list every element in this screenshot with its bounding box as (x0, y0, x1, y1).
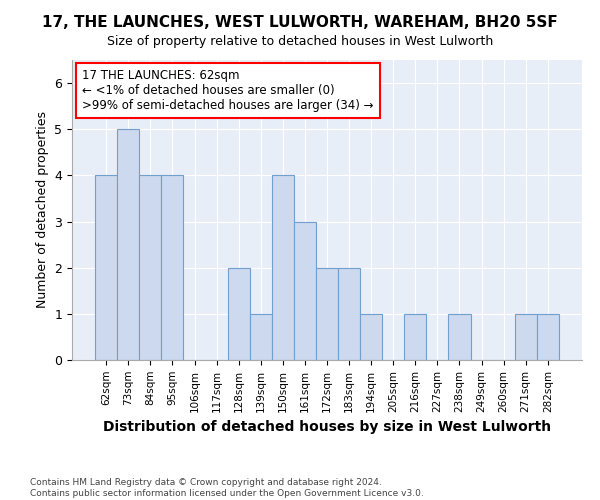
Bar (537, 314, 559, 360)
Bar (294, 222, 316, 360)
X-axis label: Distribution of detached houses by size in West Lulworth: Distribution of detached houses by size … (103, 420, 551, 434)
Bar (272, 176, 294, 360)
Bar (360, 314, 382, 360)
Text: 17 THE LAUNCHES: 62sqm
← <1% of detached houses are smaller (0)
>99% of semi-det: 17 THE LAUNCHES: 62sqm ← <1% of detached… (82, 69, 374, 112)
Y-axis label: Number of detached properties: Number of detached properties (36, 112, 49, 308)
Bar (227, 268, 250, 360)
Text: Contains HM Land Registry data © Crown copyright and database right 2024.
Contai: Contains HM Land Registry data © Crown c… (30, 478, 424, 498)
Bar (250, 314, 272, 360)
Bar (161, 176, 184, 360)
Text: 17, THE LAUNCHES, WEST LULWORTH, WAREHAM, BH20 5SF: 17, THE LAUNCHES, WEST LULWORTH, WAREHAM… (42, 15, 558, 30)
Bar (404, 314, 427, 360)
Bar (338, 268, 360, 360)
Bar (316, 268, 338, 360)
Bar (117, 129, 139, 360)
Bar (139, 176, 161, 360)
Text: Size of property relative to detached houses in West Lulworth: Size of property relative to detached ho… (107, 35, 493, 48)
Bar (95, 176, 117, 360)
Bar (448, 314, 470, 360)
Bar (515, 314, 537, 360)
